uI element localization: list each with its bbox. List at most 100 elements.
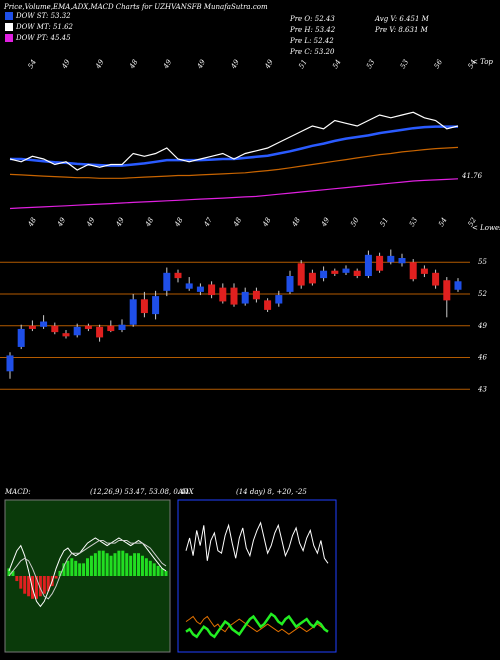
candle-body (409, 262, 417, 280)
macd-histogram-bar (121, 550, 125, 576)
candle-body (107, 325, 115, 332)
stat: Pre V: 8.631 M (374, 26, 429, 34)
candle-body (6, 355, 14, 372)
macd-histogram-bar (23, 576, 27, 594)
macd-histogram-bar (74, 560, 78, 576)
ema-line (9, 178, 459, 210)
row-label: 50 (349, 216, 361, 228)
legend-swatch (5, 23, 13, 31)
macd-line (8, 537, 167, 608)
macd-histogram-bar (144, 558, 148, 576)
macd-line (8, 540, 167, 600)
legend-label: DOW MT: 51.62 (15, 23, 74, 31)
stat: Avg V: 6.451 M (374, 15, 430, 23)
row-label: 54 (27, 58, 38, 70)
adx-line (185, 521, 329, 564)
macd-histogram-bar (78, 563, 82, 576)
candle-body (230, 287, 238, 305)
macd-histogram-bar (42, 576, 46, 594)
candle-body (62, 333, 70, 337)
macd-histogram-bar (34, 576, 38, 599)
y-tick-label: 46 (477, 354, 487, 362)
legend-swatch (5, 34, 13, 42)
row-label: 54 (467, 58, 478, 70)
macd-histogram-bar (27, 576, 31, 597)
macd-histogram-bar (160, 568, 164, 576)
adx-line (185, 612, 329, 639)
candle-body (163, 272, 171, 291)
stat: Pre O: 52.43 (289, 15, 335, 23)
candle-body (185, 283, 193, 289)
edge-label: < Lowest (472, 224, 500, 232)
candle-body (219, 287, 227, 302)
legend-label: DOW ST: 53.32 (15, 12, 71, 20)
row-label: 53 (399, 58, 411, 70)
row-label: 53 (365, 58, 377, 70)
row-label: 54 (331, 58, 342, 70)
stat: Pre C: 53.20 (289, 48, 335, 56)
macd-histogram-bar (58, 570, 62, 576)
macd-histogram-bar (66, 560, 70, 576)
candle-body (129, 299, 137, 325)
macd-histogram-bar (54, 576, 58, 579)
stat: Pre L: 52.42 (289, 37, 334, 45)
panel-title: MACD: (4, 488, 31, 496)
macd-histogram-bar (93, 553, 97, 576)
macd-histogram-bar (129, 555, 133, 576)
row-label: 51 (297, 58, 308, 70)
row-label: 53 (408, 216, 420, 228)
candle-body (40, 321, 48, 327)
macd-histogram-bar (7, 568, 11, 576)
macd-histogram-bar (86, 558, 89, 576)
candle-body (174, 272, 182, 279)
candle-body (152, 296, 160, 315)
candle-body (252, 290, 260, 300)
candle-body (51, 325, 59, 333)
macd-histogram-bar (164, 570, 168, 576)
candle-body (420, 268, 428, 274)
macd-histogram-bar (109, 555, 113, 576)
edge-label: < Top (472, 58, 493, 66)
macd-histogram-bar (46, 576, 50, 592)
candle-body (297, 263, 305, 286)
row-label: 56 (433, 58, 445, 70)
candle-body (342, 268, 350, 273)
row-label: 54 (437, 216, 448, 228)
macd-histogram-bar (11, 570, 15, 576)
candle-body (308, 272, 316, 284)
macd-histogram-bar (156, 565, 160, 576)
legend-swatch (5, 12, 13, 20)
candle-body (320, 270, 328, 279)
macd-histogram-bar (15, 576, 19, 582)
macd-histogram-bar (117, 550, 121, 576)
macd-histogram-bar (97, 550, 101, 576)
macd-histogram-bar (101, 550, 105, 576)
candle-body (196, 286, 204, 292)
candle-body (432, 272, 440, 286)
panel-subtitle: (14 day) 8, +20, -25 (236, 488, 307, 496)
candle-body (118, 324, 126, 330)
macd-histogram-bar (38, 576, 42, 597)
candle-body (443, 280, 451, 301)
macd-histogram-bar (133, 553, 137, 576)
candle-body (264, 300, 272, 310)
panel-title: ADX (177, 488, 195, 496)
candle-body (364, 254, 372, 276)
legend-label: DOW PT: 45.45 (15, 34, 71, 42)
macd-histogram-bar (70, 558, 74, 576)
candle-body (454, 281, 462, 290)
macd-histogram-bar (125, 553, 129, 576)
candle-body (241, 291, 249, 304)
candle-body (84, 325, 92, 329)
candle-body (331, 270, 339, 274)
candle-body (376, 255, 384, 271)
stat: Pre H: 53.42 (289, 26, 336, 34)
candle-body (73, 326, 81, 336)
ema-line (9, 146, 459, 179)
candle-body (28, 325, 36, 329)
macd-histogram-bar (152, 563, 156, 576)
candle-body (286, 276, 294, 292)
candle-body (353, 270, 361, 276)
page-title: Price,Volume,EMA,ADX,MACD Charts for UZH… (3, 3, 268, 11)
